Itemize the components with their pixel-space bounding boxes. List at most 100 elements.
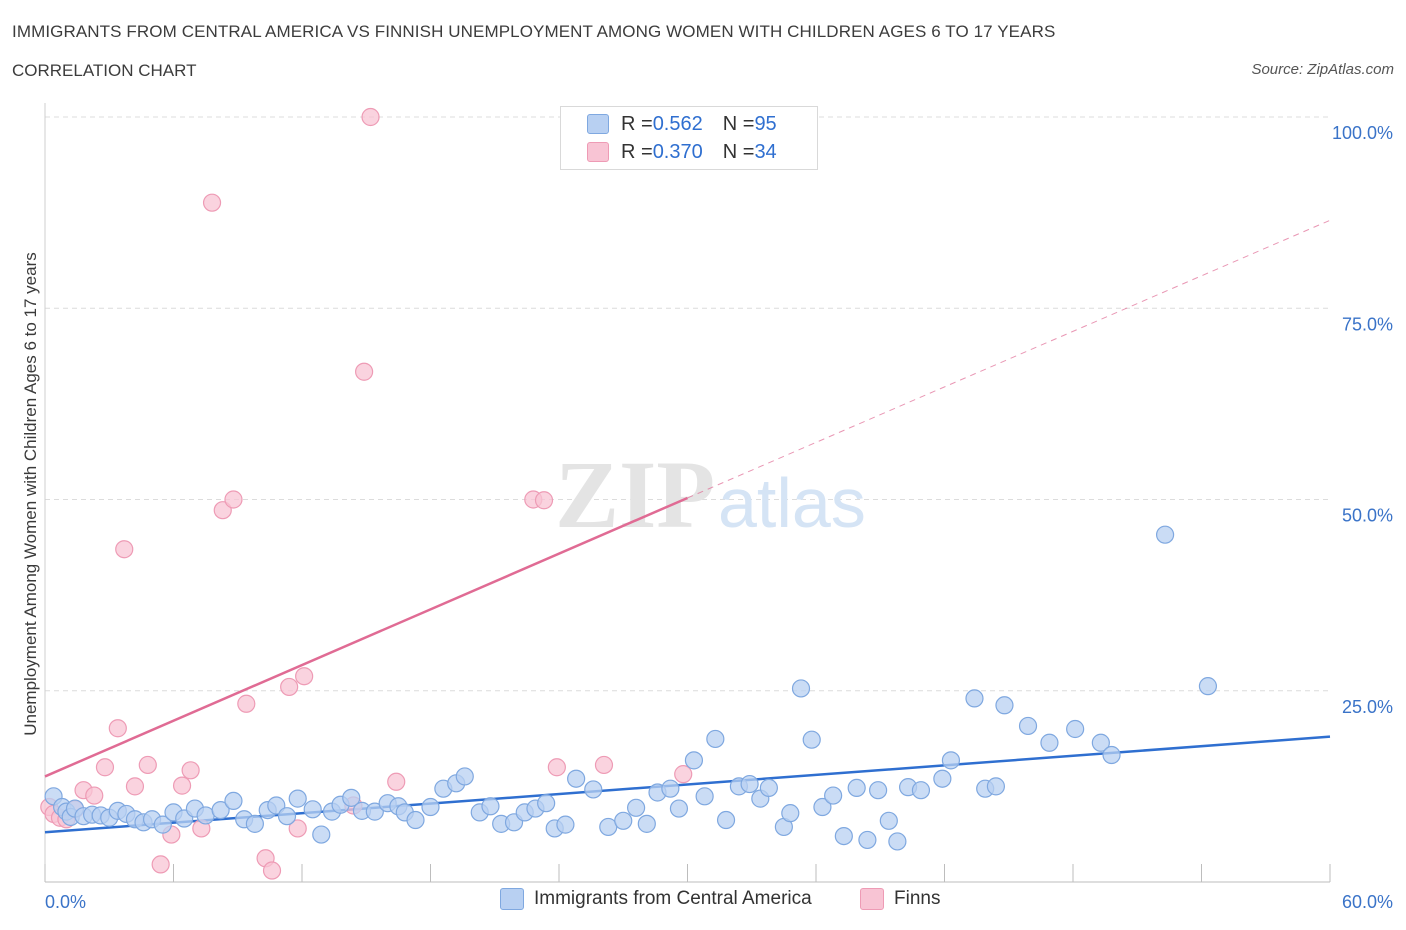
point-central-america [879, 811, 898, 830]
point-central-america [813, 797, 832, 817]
point-central-america [288, 789, 307, 808]
point-central-america [153, 815, 172, 834]
point-finns [115, 540, 134, 559]
point-central-america [626, 798, 646, 817]
point-central-america [888, 832, 907, 851]
point-central-america [1102, 745, 1121, 765]
point-finns [108, 719, 127, 738]
point-finns [224, 490, 243, 509]
point-central-america [759, 778, 778, 798]
point-central-america [406, 810, 425, 830]
point-central-america [455, 767, 474, 786]
legend-n-value: 34 [754, 140, 777, 163]
watermark: ZIP atlas [555, 441, 866, 548]
point-central-america [267, 796, 286, 815]
axes [44, 103, 1331, 883]
point-central-america [277, 807, 297, 826]
chart-subtitle: CORRELATION CHART [12, 61, 197, 80]
point-central-america [986, 777, 1006, 796]
point-finns [151, 855, 170, 874]
point-central-america [312, 825, 331, 844]
point-central-america [858, 830, 877, 850]
y-tick-label: 75.0% [1342, 314, 1393, 334]
y-tick-label: 50.0% [1342, 506, 1393, 526]
point-central-america [941, 751, 961, 770]
legend-swatch-blue [587, 114, 609, 134]
point-central-america [245, 814, 264, 833]
legend-n-value: 95 [754, 112, 777, 135]
point-central-america [303, 800, 322, 819]
legend-label-central-america: Immigrants from Central America [534, 888, 812, 909]
point-central-america [556, 815, 575, 834]
point-central-america [716, 810, 736, 830]
point-central-america [481, 797, 500, 816]
point-central-america [781, 804, 800, 823]
point-finns [95, 758, 115, 777]
point-central-america [365, 802, 384, 821]
point-central-america [637, 814, 656, 833]
point-central-america [995, 696, 1014, 715]
source-note: Source: ZipAtlas.com [1251, 61, 1394, 78]
point-central-america [1040, 733, 1059, 752]
legend-row-finns: R = 0.370 N = 34 [587, 141, 777, 163]
y-tick-label: 25.0% [1342, 697, 1393, 717]
point-central-america [802, 730, 821, 749]
legend-r-label: R = [621, 112, 653, 135]
point-central-america [421, 797, 440, 817]
point-central-america [669, 799, 689, 818]
point-central-america [911, 781, 931, 800]
point-central-america [1198, 677, 1218, 696]
point-central-america [684, 751, 704, 770]
series-legend: Immigrants from Central America Finns [0, 888, 1406, 916]
gridlines [45, 116, 1330, 692]
point-finns [125, 777, 145, 796]
correlation-legend: R = 0.562 N = 95 R = 0.370 N = 34 [560, 106, 818, 170]
legend-label-finns: Finns [894, 888, 941, 909]
point-central-america [824, 786, 843, 805]
point-central-america [1066, 719, 1085, 739]
chart-title: IMMIGRANTS FROM CENTRAL AMERICA VS FINNI… [12, 22, 1056, 41]
legend-swatch-blue [500, 888, 524, 910]
legend-r-label: R = [621, 140, 653, 163]
point-central-america [537, 794, 556, 813]
legend-item-central-america: Immigrants from Central America [500, 888, 812, 910]
y-tick-label: 100.0% [1332, 123, 1393, 143]
point-finns [85, 786, 104, 805]
watermark-atlas: atlas [718, 464, 866, 542]
legend-item-finns: Finns [860, 888, 940, 910]
point-finns [138, 755, 157, 775]
point-finns [213, 501, 232, 520]
y-tick-labels: 25.0% 50.0% 75.0% 100.0% [1332, 123, 1393, 717]
x-tick-label: 60.0% [1342, 892, 1393, 912]
point-finns [262, 861, 282, 880]
point-finns [172, 776, 192, 795]
point-central-america [567, 769, 586, 788]
point-finns [674, 765, 693, 784]
point-central-america [211, 800, 230, 820]
point-central-america [1155, 525, 1175, 544]
point-finns [181, 761, 200, 780]
point-central-america [740, 774, 759, 794]
x-tick-labels: 0.0% 60.0% [45, 892, 1393, 912]
point-central-america [224, 791, 243, 811]
legend-r-value: 0.370 [652, 140, 703, 163]
point-central-america [847, 778, 866, 798]
point-finns [202, 193, 222, 212]
point-finns [237, 694, 256, 713]
point-finns [534, 491, 554, 510]
point-finns [355, 362, 374, 381]
point-central-america [706, 729, 725, 749]
point-finns [387, 772, 406, 791]
point-central-america [614, 811, 633, 830]
point-finns [361, 107, 380, 127]
point-central-america [661, 779, 680, 798]
point-finns [288, 819, 307, 838]
trend-line-finns [44, 496, 688, 778]
point-central-america [695, 787, 714, 806]
point-central-america [834, 826, 853, 846]
x-tick-label: 0.0% [45, 892, 86, 912]
trend-line-finns-extension [687, 219, 1331, 499]
legend-row-central-america: R = 0.562 N = 95 [587, 113, 777, 135]
point-central-america [791, 679, 811, 698]
point-central-america [933, 769, 952, 788]
